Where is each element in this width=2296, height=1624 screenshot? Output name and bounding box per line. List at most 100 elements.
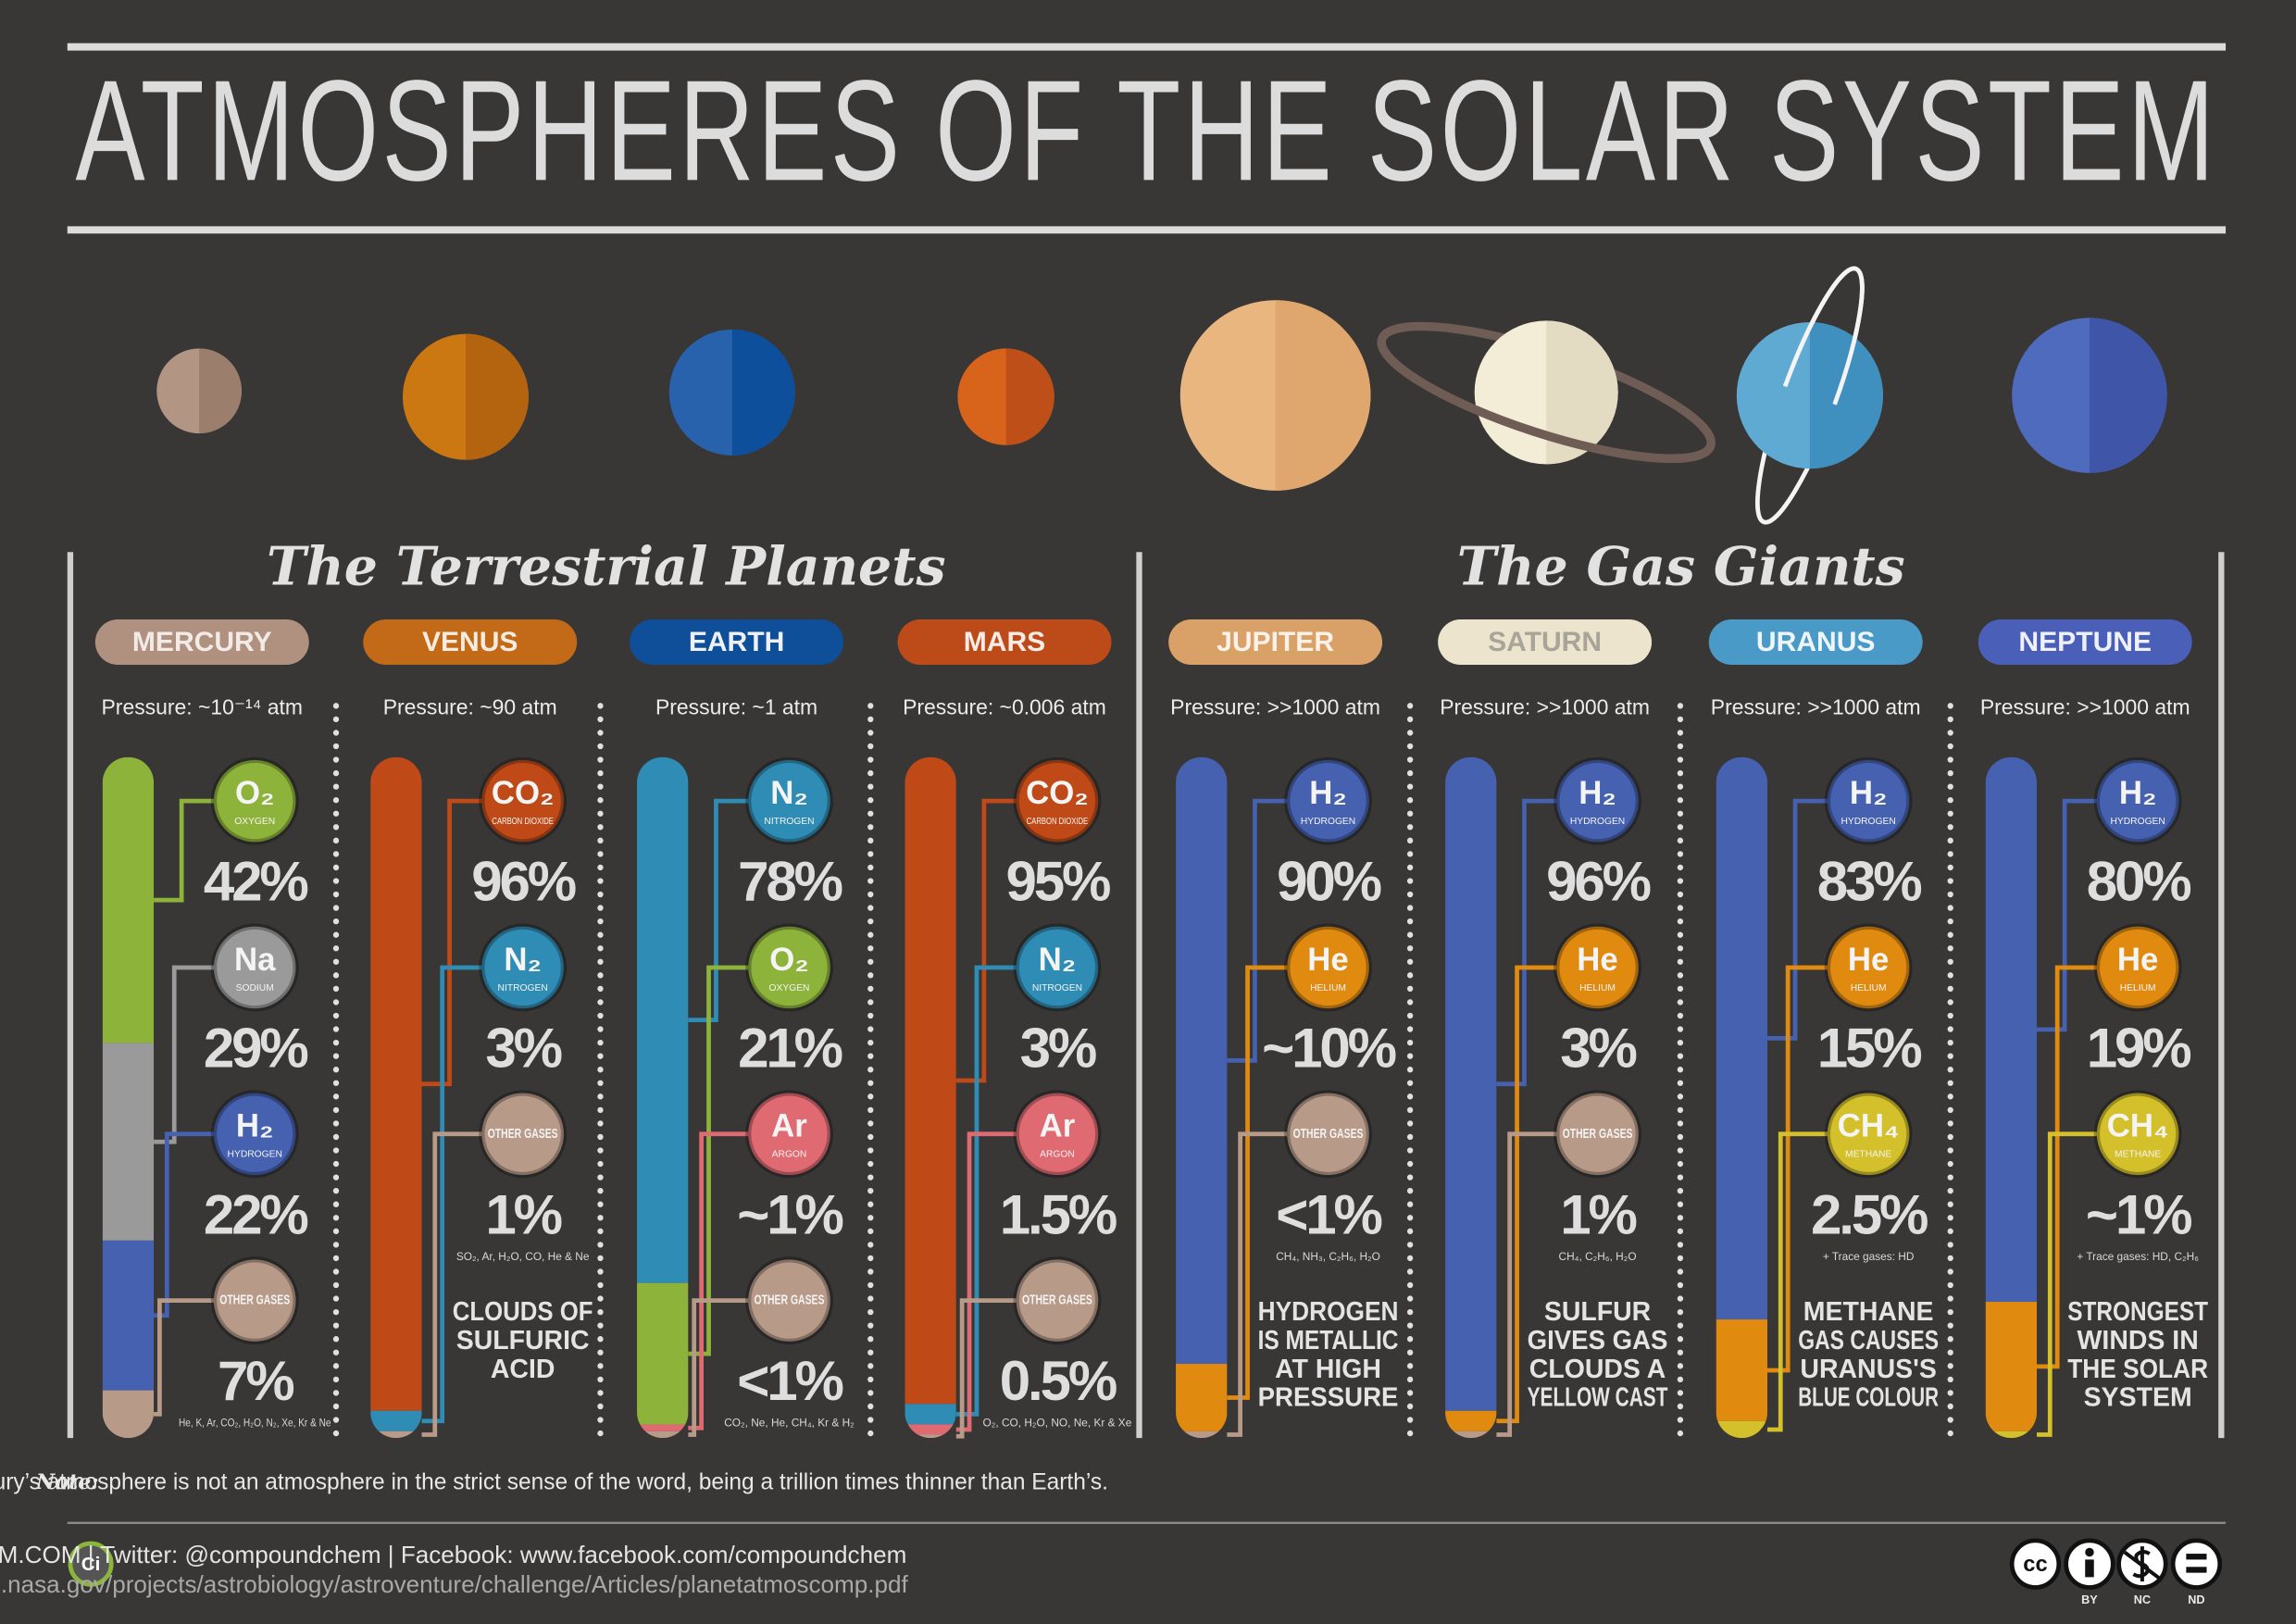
connector [1767, 1131, 1828, 1432]
bar-segment [1176, 1430, 1228, 1439]
gas-symbol: He [2117, 943, 2158, 978]
credit: Atmospheric compositions taken from NASA… [0, 1570, 909, 1598]
caption-line: STRONGEST [2067, 1297, 2208, 1327]
gas-percent: 96% [1546, 851, 1651, 913]
caption-line: ACID [491, 1355, 555, 1384]
connector [1496, 965, 1557, 1424]
planet-name: SATURN [1488, 627, 1602, 657]
bar-segment [1716, 1319, 1768, 1421]
gas-symbol: He [1848, 943, 1889, 978]
logo [68, 1541, 114, 1587]
gas-percent: 90% [1277, 851, 1381, 913]
gas-note: CO₂, Ne, He, CH₄, Kr & H₂ [724, 1417, 855, 1430]
gas-percent: 2.5% [1811, 1183, 1928, 1245]
gas-badge [1013, 756, 1102, 845]
gas-badge [1824, 923, 1913, 1012]
gas-percent: 80% [2087, 851, 2191, 913]
gas-badge [1554, 923, 1642, 1012]
planet-shade [1005, 348, 1054, 445]
bar-segment [637, 1424, 689, 1431]
connector [421, 1131, 482, 1437]
planet-shade [199, 348, 242, 434]
bar-segment [102, 756, 155, 1043]
gas-badge [479, 923, 568, 1012]
planet-name: EARTH [689, 627, 785, 657]
gas-badge [745, 1090, 833, 1179]
gas-percent: 3% [1020, 1018, 1096, 1080]
note-label: Note: [35, 1470, 98, 1494]
gas-percent: 1% [485, 1183, 561, 1245]
license-badge: BY [2081, 1593, 2098, 1606]
connector [154, 1298, 214, 1417]
pressure: Pressure: ~0.006 atm [903, 695, 1106, 719]
planet-label-pill [1978, 619, 2192, 666]
license-badge: NC [2134, 1593, 2151, 1606]
gas-symbol: CH₄ [2107, 1109, 2169, 1144]
gas-badge [479, 1090, 568, 1179]
gas-percent: ~1% [737, 1183, 842, 1245]
title: ATMOSPHERES OF THE SOLAR SYSTEM [75, 50, 2217, 210]
caption-line: GIVES GAS [1528, 1326, 1668, 1355]
planet-shade [2089, 318, 2167, 473]
gas-percent: 3% [1560, 1018, 1636, 1080]
gas-badge [1824, 1090, 1913, 1179]
pressure: Pressure: >>1000 atm [1170, 695, 1380, 719]
gas-symbol: N₂ [770, 776, 808, 811]
connector [955, 965, 1017, 1417]
gas-badge [210, 1256, 299, 1345]
dollar [2123, 1546, 2162, 1582]
connector [154, 965, 214, 1144]
connector [2037, 965, 2097, 1369]
gas-percent: 0.5% [1000, 1350, 1117, 1412]
gas-note: CH₄, NH₃, C₂H₆, H₂O [1276, 1250, 1380, 1263]
saturn-ring-front [1377, 337, 1716, 464]
gas-badge [1013, 1256, 1102, 1345]
bar-segment [1445, 756, 1497, 1411]
stacked-bar [1445, 756, 1497, 1439]
connector [2037, 798, 2097, 1032]
caption-line: CLOUDS A [1529, 1355, 1666, 1384]
connector [955, 798, 1017, 1083]
bar-segment [102, 1240, 155, 1391]
gas-symbol: OTHER GASES [488, 1126, 558, 1142]
bar-segment [1985, 1430, 2038, 1439]
gas-symbol: H₂ [2119, 776, 2157, 811]
gas-badge [1554, 1090, 1642, 1179]
bar-segment [1445, 1410, 1497, 1431]
license-icon [2009, 1538, 2062, 1590]
connector [154, 798, 214, 903]
gas-percent: 78% [738, 851, 842, 913]
gas-percent: 15% [1817, 1018, 1922, 1080]
person-body [2085, 1559, 2094, 1578]
planet-label-pill [363, 619, 578, 666]
gas-symbol: CO₂ [492, 776, 555, 811]
caption-line: METHANE [1803, 1297, 1934, 1327]
equals [2186, 1554, 2207, 1560]
gas-badge [1824, 756, 1913, 845]
bar-segment [905, 1424, 956, 1435]
gas-percent: 83% [1817, 851, 1922, 913]
caption-line: CLOUDS OF [453, 1297, 593, 1327]
gas-badge [1554, 756, 1642, 845]
gas-badge [1013, 923, 1102, 1012]
bar-segment [102, 1043, 155, 1241]
connector [688, 965, 749, 1356]
gas-badge [745, 1256, 833, 1345]
planet-label-pill [1168, 619, 1383, 666]
gas-badge [2093, 756, 2182, 845]
gas-badge [210, 1090, 299, 1179]
gas-symbol: OTHER GASES [755, 1293, 825, 1308]
connector [1227, 965, 1288, 1400]
gas-badge [745, 923, 833, 1012]
bar-segment [905, 1404, 956, 1425]
bar-segment [637, 1430, 689, 1439]
gas-note: CH₄, C₂H₆, H₂O [1559, 1250, 1637, 1263]
gas-badge [479, 756, 568, 845]
gas-badge [210, 923, 299, 1012]
gas-percent: ~10% [1262, 1018, 1395, 1080]
gas-symbol: Na [234, 943, 276, 978]
ring-front [1782, 266, 1865, 406]
caption-line: SYSTEM [2084, 1383, 2192, 1413]
gas-percent: 1.5% [1000, 1183, 1117, 1245]
bar-segment [1985, 1302, 2038, 1431]
